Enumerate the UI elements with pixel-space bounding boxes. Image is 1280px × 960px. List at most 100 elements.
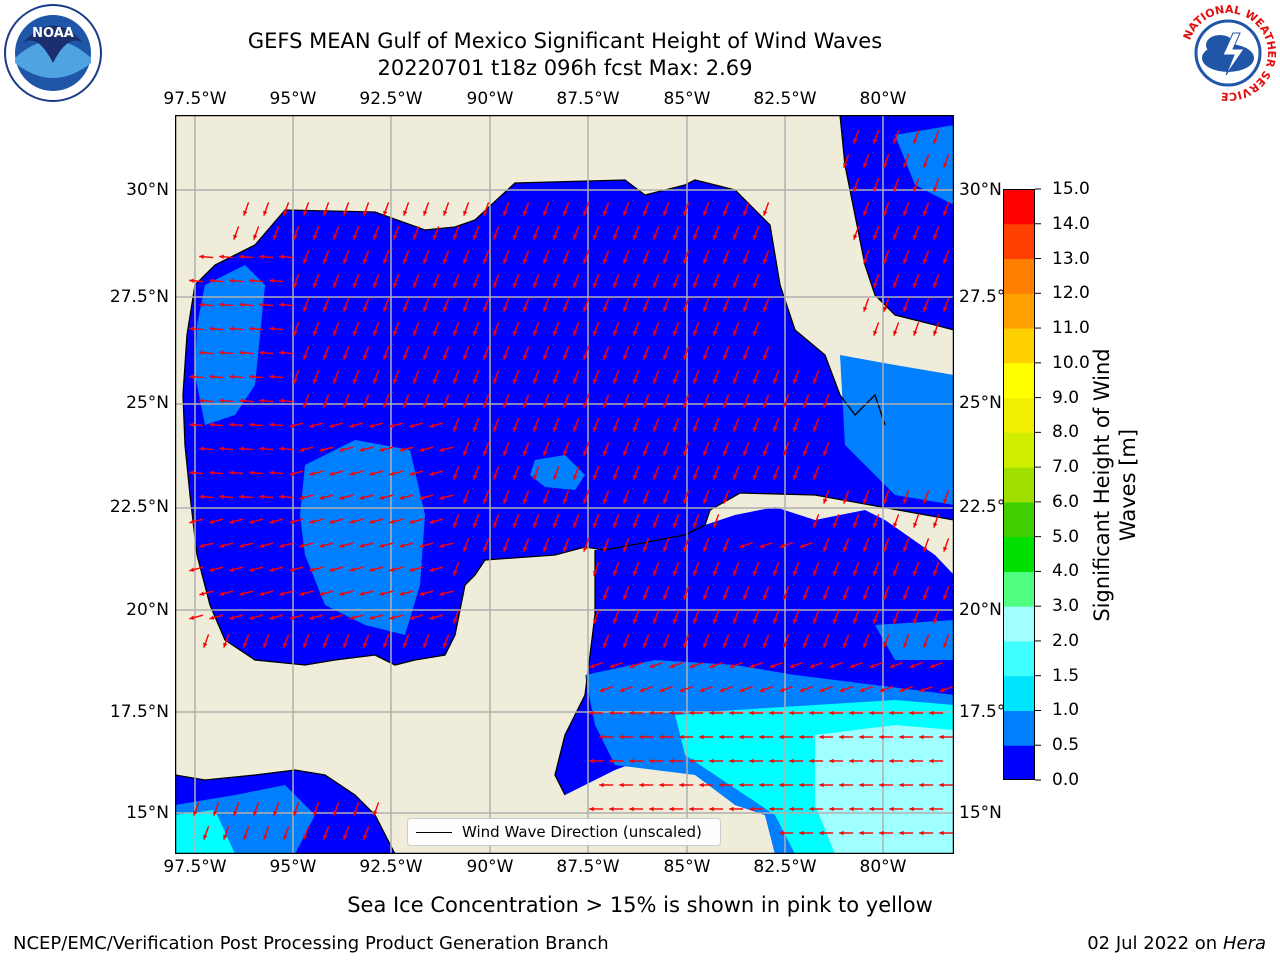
wave-arrow-head	[603, 450, 608, 456]
wave-arrow-head	[713, 570, 718, 576]
wave-arrow-head	[389, 423, 395, 428]
wave-arrow-head	[493, 378, 498, 384]
wave-arrow-head	[589, 806, 594, 812]
wave-arrow-head	[629, 806, 634, 812]
wave-arrow-head	[379, 543, 385, 548]
wave-arrow-head	[593, 378, 598, 384]
wave-arrow-head	[269, 374, 274, 380]
wave-arrow-head	[563, 546, 568, 552]
wave-arrow-head	[193, 810, 198, 816]
colorbar-ticks	[1035, 188, 1041, 781]
wave-arrow-head	[883, 162, 888, 168]
wave-arrow-head	[719, 734, 724, 740]
wave-arrow-head	[593, 522, 598, 528]
wave-arrow-head	[723, 354, 728, 360]
wave-arrow-head	[309, 471, 315, 476]
lon-tick-bottom: 82.5°W	[753, 857, 817, 877]
wave-arrow-head	[639, 782, 644, 788]
wave-arrow-head	[919, 830, 924, 836]
wave-arrow-head	[733, 426, 738, 432]
wave-arrow-head	[683, 642, 688, 648]
wave-arrow-head	[823, 402, 828, 408]
wave-arrow-head	[309, 615, 315, 620]
wave-arrow-head	[339, 447, 345, 452]
wave-arrow-head	[219, 543, 225, 548]
wave-arrow-head	[313, 234, 318, 240]
wave-arrow-head	[503, 306, 508, 312]
wave-arrow-head	[653, 618, 658, 624]
wave-arrow-head	[303, 834, 308, 840]
wave-arrow-head	[333, 378, 338, 384]
wave-arrow-head	[823, 450, 828, 456]
wave-arrow-head	[723, 258, 728, 264]
lon-tick-bottom: 80°W	[859, 857, 907, 877]
wave-arrow-head	[733, 282, 738, 288]
wave-arrow-head	[663, 642, 668, 648]
wave-arrow-head	[419, 495, 425, 500]
wave-arrow-head	[629, 758, 634, 764]
wave-arrow-head	[903, 498, 908, 504]
wave-arrow-head	[613, 378, 618, 384]
wave-arrow-head	[873, 330, 878, 336]
wave-arrow-head	[653, 570, 658, 576]
wave-arrow-head	[329, 519, 335, 524]
wave-arrow-head	[543, 546, 548, 552]
wave-arrow-head	[943, 594, 948, 600]
wave-arrow-head	[229, 422, 234, 428]
wave-arrow-head	[583, 354, 588, 360]
wave-arrow-head	[293, 282, 298, 288]
wave-arrow-head	[253, 810, 258, 816]
wave-arrow-head	[259, 254, 264, 260]
wave-arrow-head	[753, 474, 758, 480]
wave-arrow-head	[909, 710, 914, 716]
wave-arrow-head	[923, 642, 928, 648]
lat-tick-left: 30°N	[126, 180, 169, 200]
colorbar-label: 9.0	[1052, 387, 1080, 408]
wave-arrow-head	[753, 282, 758, 288]
lat-tick-right: 25°N	[959, 393, 1002, 413]
wave-arrow-head	[419, 543, 425, 548]
wave-arrow-head	[363, 258, 368, 264]
wave-arrow-head	[829, 663, 835, 669]
wave-arrow-head	[403, 642, 408, 648]
wave-arrow-head	[613, 426, 618, 432]
wave-arrow-head	[373, 330, 378, 336]
wave-arrow-head	[319, 447, 325, 452]
wave-arrow-head	[829, 710, 834, 716]
lat-tick-right: 30°N	[959, 180, 1002, 200]
wave-arrow-head	[199, 254, 204, 260]
wave-arrow-head	[333, 282, 338, 288]
wave-arrow-head	[229, 278, 234, 284]
wave-arrow-head	[633, 426, 638, 432]
wave-arrow-head	[389, 471, 395, 476]
wave-arrow-head	[269, 615, 275, 620]
wave-arrow-head	[403, 210, 408, 216]
legend-label: Wind Wave Direction (unscaled)	[462, 823, 702, 841]
wave-arrow-head	[793, 426, 798, 432]
wave-arrow-head	[239, 446, 244, 452]
wave-arrow-head	[799, 782, 804, 788]
wave-arrow-head	[533, 474, 538, 480]
wave-arrow-head	[473, 330, 478, 336]
wave-arrow-head	[713, 618, 718, 624]
wave-arrow-head	[199, 446, 204, 452]
wave-arrow-head	[713, 426, 718, 432]
wave-arrow-head	[493, 426, 498, 432]
wave-arrow-head	[523, 354, 528, 360]
wave-arrow-head	[893, 618, 898, 624]
wave-arrow-head	[939, 782, 944, 788]
wave-arrow-head	[409, 423, 415, 428]
wave-arrow-head	[923, 546, 928, 552]
wave-arrow-head	[593, 330, 598, 336]
wave-arrow-head	[259, 302, 264, 308]
wave-arrow-head	[623, 402, 628, 408]
wave-arrow-head	[413, 330, 418, 336]
wave-arrow-head	[929, 758, 934, 764]
wave-arrow-head	[889, 758, 894, 764]
wave-arrow-head	[403, 258, 408, 264]
wave-arrow-head	[299, 591, 305, 596]
wave-arrow-head	[319, 591, 325, 596]
wave-arrow-head	[373, 234, 378, 240]
wave-arrow-head	[229, 615, 235, 620]
wave-arrow-head	[913, 282, 918, 288]
